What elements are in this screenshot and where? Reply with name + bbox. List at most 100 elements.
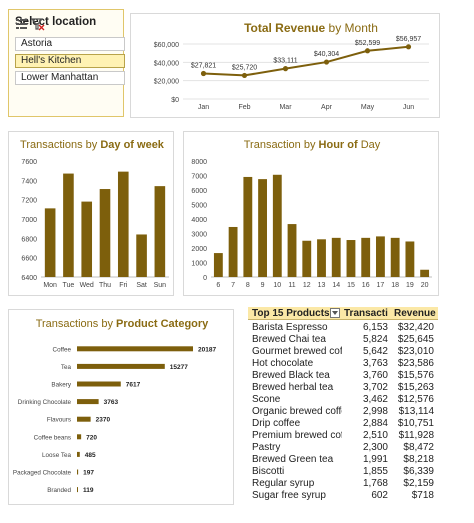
- revenue-by-month-panel: Total Revenue by Month $0 $20,000 $40,000 $6…: [130, 13, 440, 118]
- product-name-cell: Biscotti: [252, 466, 285, 477]
- bar: [302, 240, 312, 277]
- x-tick-label: Thu: [99, 282, 111, 289]
- revenue-cell: $10,751: [397, 418, 434, 429]
- table-row: Brewed herbal tea 3,702 $15,263: [248, 382, 438, 394]
- bar: [44, 208, 56, 277]
- revenue-cell: $6,339: [403, 466, 434, 477]
- x-tick-label: 14: [332, 282, 340, 289]
- data-label: 7617: [126, 382, 141, 389]
- data-point: [364, 48, 371, 54]
- bar: [228, 226, 238, 277]
- y-tick-label: 2000: [191, 246, 207, 253]
- bar: [420, 269, 430, 277]
- bar: [99, 189, 111, 277]
- transactions-by-day-chart: Transactions by Day of week 6400 6600 6800 7…: [20, 139, 169, 289]
- x-tick-label: Wed: [80, 282, 94, 289]
- x-tick-label: 10: [273, 282, 281, 289]
- chart-title: Transaction by Hour of Day: [244, 139, 381, 151]
- revenue-cell: $15,576: [397, 370, 434, 381]
- x-tick-label: 9: [261, 282, 265, 289]
- revenue-cell: $23,010: [397, 346, 434, 357]
- bar: [77, 399, 99, 405]
- header-transactions: Transacti: [344, 308, 388, 319]
- product-name-cell: Regular syrup: [252, 478, 315, 489]
- multi-select-icon[interactable]: [16, 19, 27, 29]
- x-tick-label: Fri: [119, 282, 128, 289]
- y-tick-label: $20,000: [154, 79, 179, 86]
- y-tick-label: $40,000: [154, 60, 179, 67]
- product-name-cell: Brewed Chai tea: [252, 334, 326, 345]
- revenue-cell: $32,420: [397, 322, 434, 333]
- data-label: $52,599: [355, 40, 380, 47]
- header-revenue: Revenue: [394, 308, 436, 319]
- category-label: Drinking Chocolate: [18, 399, 72, 406]
- filter-dropdown-icon[interactable]: [330, 308, 340, 318]
- x-tick-label: Mar: [279, 104, 292, 111]
- data-label: 485: [85, 452, 96, 459]
- clear-filter-icon[interactable]: [30, 18, 45, 31]
- transactions-by-day-panel: Transactions by Day of week 6400 6600 6800 7…: [8, 131, 174, 296]
- product-name-cell: Scone: [252, 394, 281, 405]
- slicer-item-lower-manhattan[interactable]: Lower Manhattan: [15, 71, 125, 85]
- transactions-cell: 1,768: [362, 478, 388, 489]
- transactions-by-hour-chart: Transaction by Hour of Day 0 1000 2000 3000 4…: [191, 139, 432, 289]
- bar: [243, 176, 253, 277]
- revenue-by-month-chart: Total Revenue by Month $0 $20,000 $40,000 $6…: [154, 21, 429, 111]
- x-tick-label: 17: [377, 282, 385, 289]
- transactions-cell: 3,760: [362, 370, 388, 381]
- x-tick-label: 15: [347, 282, 355, 289]
- table-row: Scone 3,462 $12,576: [248, 394, 438, 406]
- product-name-cell: Organic brewed coffee: [252, 406, 342, 417]
- data-label: $25,720: [232, 64, 257, 71]
- transactions-cell: 5,824: [362, 334, 388, 345]
- y-tick-label: 6400: [21, 275, 37, 282]
- product-name-cell: Hot chocolate: [252, 358, 314, 369]
- table-row: Organic brewed coffee 2,998 $13,114: [248, 406, 438, 418]
- bar: [77, 346, 193, 352]
- data-point: [323, 59, 330, 65]
- revenue-cell: $8,218: [403, 454, 434, 465]
- chart-title: Total Revenue by Month: [244, 21, 378, 35]
- x-tick-label: Sat: [136, 282, 147, 289]
- chart-title: Transactions by Product Category: [36, 318, 209, 330]
- data-label: 197: [83, 470, 94, 477]
- table-row: Barista Espresso 6,153 $32,420: [248, 322, 438, 334]
- y-tick-label: 7000: [191, 174, 207, 181]
- data-label: 720: [86, 434, 97, 441]
- category-label: Loose Tea: [42, 452, 71, 459]
- y-tick-label: $0: [171, 97, 179, 104]
- slicer-item-hells-kitchen[interactable]: Hell's Kitchen: [15, 54, 125, 68]
- table-row: Brewed Chai tea 5,824 $25,645: [248, 334, 438, 346]
- revenue-cell: $13,114: [398, 406, 434, 417]
- table-row: Brewed Black tea 3,760 $15,576: [248, 370, 438, 382]
- y-tick-label: 7000: [21, 217, 37, 224]
- bar: [81, 201, 93, 277]
- bar: [213, 253, 223, 277]
- data-label: 20187: [198, 346, 216, 353]
- transactions-cell: 1,991: [362, 454, 388, 465]
- category-label: Flavours: [47, 417, 71, 424]
- slicer-item-astoria[interactable]: Astoria: [15, 37, 125, 51]
- header-products: Top 15 Products: [252, 308, 330, 319]
- product-name-cell: Brewed herbal tea: [252, 382, 334, 393]
- data-label: $27,821: [191, 62, 216, 69]
- product-name-cell: Premium brewed coffee: [252, 430, 342, 441]
- table-row: Hot chocolate 3,763 $23,586: [248, 358, 438, 370]
- revenue-line: [203, 45, 409, 77]
- revenue-cell: $25,645: [397, 334, 434, 345]
- x-tick-label: Sun: [154, 282, 167, 289]
- bar: [287, 224, 297, 277]
- data-point: [200, 70, 207, 77]
- transactions-by-category-chart: Transactions by Product Category Coffee 20…: [13, 318, 217, 494]
- revenue-cell: $8,472: [403, 442, 434, 453]
- bar: [272, 174, 282, 277]
- table-row: Pastry 2,300 $8,472: [248, 442, 438, 454]
- category-label: Branded: [47, 487, 71, 494]
- product-name-cell: Pastry: [252, 442, 281, 453]
- data-point: [241, 72, 248, 79]
- bar: [376, 236, 385, 277]
- y-tick-label: $60,000: [154, 42, 179, 49]
- product-name-cell: Sugar free syrup: [252, 490, 326, 501]
- y-tick-label: 6800: [21, 236, 37, 243]
- revenue-cell: $11,928: [398, 430, 434, 441]
